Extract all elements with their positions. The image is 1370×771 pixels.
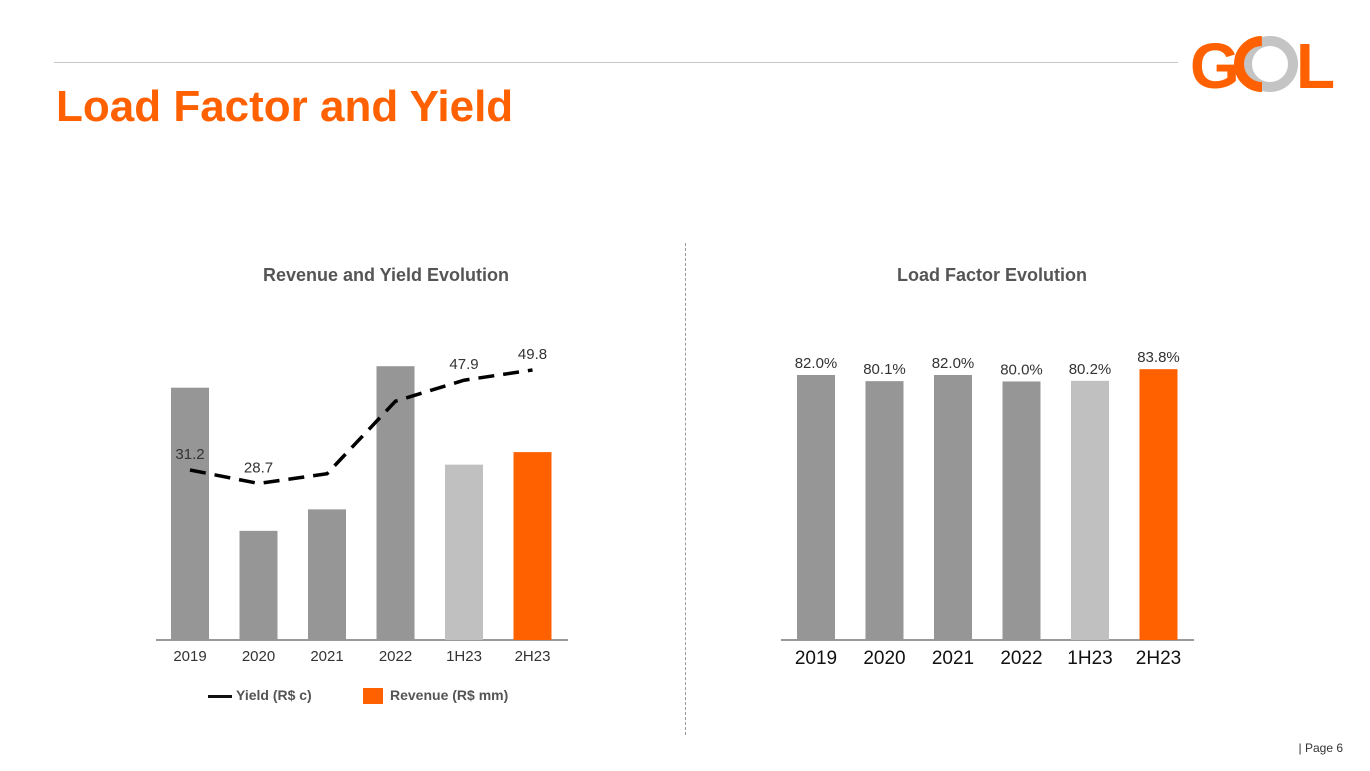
yield-data-label: 49.8 (518, 346, 547, 363)
load-factor-chart-title: Load Factor Evolution (896, 265, 1087, 285)
revenue-bar-2022 (376, 366, 415, 640)
legend-item-revenue: Revenue (R$ mm) (363, 687, 509, 705)
yield-data-label: 31.2 (175, 446, 204, 463)
gol-logo: G L (1190, 30, 1335, 98)
x-tick-label: 2H23 (1136, 648, 1181, 669)
load-factor-data-label: 82.0% (932, 355, 975, 372)
load-factor-bar-2019 (797, 375, 835, 640)
load-factor-data-label: 82.0% (795, 355, 838, 372)
legend-line-swatch (208, 694, 232, 698)
x-tick-label: 2019 (795, 648, 837, 669)
load-factor-data-label: 80.1% (863, 361, 906, 378)
svg-text:G: G (1190, 30, 1240, 98)
load-factor-bar-2021 (934, 375, 972, 640)
revenue-bar-2021 (308, 509, 346, 640)
load-factor-bar-2h23 (1139, 369, 1178, 640)
load-factor-chart: 82.0% 2019 80.1% 2020 82.0% 2021 80.0% 2022 80.2… (781, 349, 1194, 669)
revenue-bar-2h23 (513, 452, 552, 640)
yield-line (189, 368, 533, 486)
x-tick-label: 2021 (932, 648, 974, 669)
x-tick-label: 2022 (379, 648, 412, 665)
x-tick-label: 1H23 (1067, 648, 1112, 669)
revenue-bar-2019 (171, 387, 209, 640)
legend-label-revenue: Revenue (R$ mm) (390, 687, 509, 703)
page-number: | Page 6 (1298, 741, 1343, 755)
header-rule (54, 62, 1178, 63)
x-tick-label: 1H23 (446, 648, 482, 665)
x-tick-label: 2021 (310, 648, 343, 665)
x-tick-label: 2020 (863, 648, 905, 669)
x-tick-label: 2020 (242, 648, 275, 665)
legend-label-yield: Yield (R$ c) (236, 687, 312, 703)
x-tick-label: 2022 (1000, 648, 1042, 669)
x-tick-label: 2019 (173, 648, 206, 665)
revenue-bar-2020 (239, 530, 278, 640)
load-factor-bar-2020 (865, 381, 904, 640)
yield-data-label: 28.7 (244, 459, 273, 476)
legend-box-swatch (363, 688, 383, 705)
load-factor-data-label: 83.8% (1137, 349, 1180, 366)
load-factor-data-label: 80.2% (1069, 361, 1112, 378)
load-factor-bar-2022 (1002, 381, 1041, 640)
chart-divider (685, 243, 686, 735)
page-title: Load Factor and Yield (56, 82, 514, 131)
load-factor-data-label: 80.0% (1000, 361, 1043, 378)
x-tick-label: 2H23 (515, 648, 551, 665)
svg-text:L: L (1296, 30, 1335, 98)
revenue-yield-chart-title: Revenue and Yield Evolution (262, 265, 510, 285)
revenue-yield-chart: 2019 2020 2021 2022 1H23 2H23 31.2 28.7 47.9 49.8 (156, 346, 568, 665)
yield-data-label: 47.9 (449, 356, 478, 373)
legend-item-yield: Yield (R$ c) (208, 687, 312, 703)
revenue-bar-1h23 (445, 464, 483, 640)
load-factor-bar-1h23 (1071, 380, 1109, 640)
